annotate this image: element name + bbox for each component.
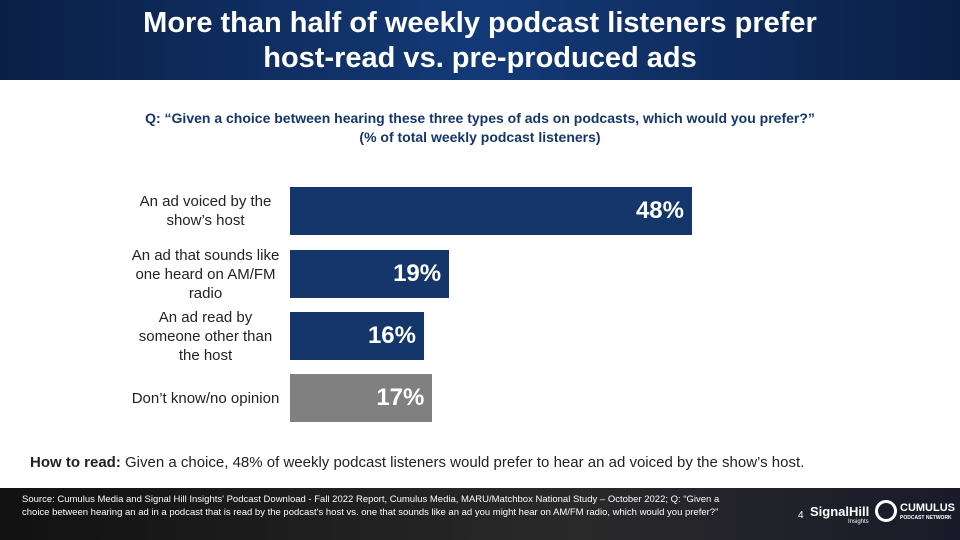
footer: Source: Cumulus Media and Signal Hill In… — [0, 488, 960, 540]
category-label: An ad read by someone other than the hos… — [138, 308, 273, 364]
source: Source: Cumulus Media and Signal Hill In… — [22, 494, 720, 518]
value-label: 16% — [367, 322, 416, 349]
logo-signalhill-sub: Insights — [848, 519, 869, 525]
bar: 17% — [290, 374, 433, 422]
page-number: 4 — [798, 510, 804, 521]
value-label: 19% — [393, 260, 442, 287]
subtitle: (% of total weekly podcast listeners) — [359, 129, 601, 145]
value-label: 48% — [635, 197, 684, 224]
bar: 19% — [290, 250, 450, 298]
bar: 16% — [290, 312, 424, 360]
category-label: An ad that sounds like one heard on AM/F… — [131, 246, 280, 302]
logo-icon — [875, 500, 897, 522]
logo-cumulus-sub: PODCAST NETWORK — [900, 515, 952, 521]
logo-signalhill: SignalHill — [810, 504, 870, 519]
header: More than half of weekly podcast listene… — [0, 0, 960, 80]
logo-cumulus: CUMULUS — [900, 502, 955, 514]
how-label: How to read: — [30, 454, 121, 471]
value-label: 17% — [376, 384, 425, 411]
how-to-read: How to read: Given a choice, 48% of week… — [30, 454, 804, 471]
category-label: An ad voiced by the show’s host — [139, 193, 272, 229]
question: Q: “Given a choice between hearing these… — [145, 110, 815, 126]
title: More than half of weekly podcast listene… — [143, 7, 817, 74]
how-text: Given a choice, 48% of weekly podcast li… — [125, 454, 805, 471]
category-label: Don’t know/no opinion — [131, 389, 280, 407]
bar: 48% — [290, 187, 692, 235]
